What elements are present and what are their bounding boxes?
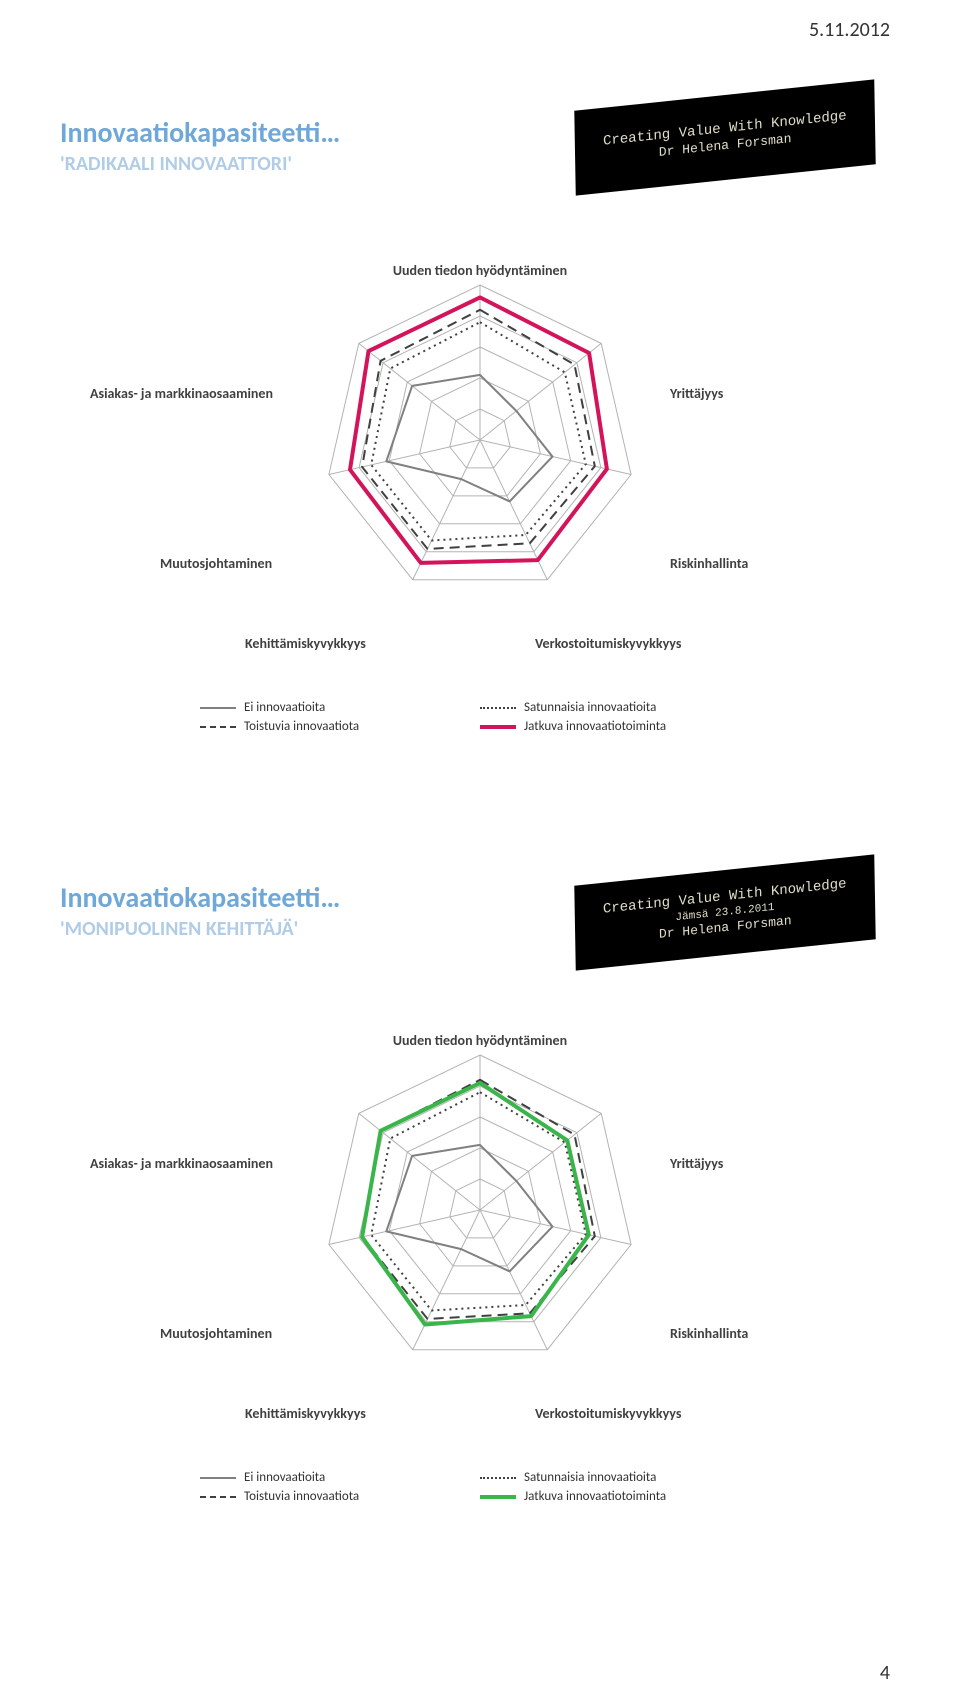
legend-item: Ei innovaatioita	[200, 700, 480, 715]
axis-label: Riskinhallinta	[670, 555, 748, 572]
page-date: 5.11.2012	[809, 18, 890, 42]
legend-swatch	[480, 707, 516, 709]
legend-swatch	[480, 1477, 516, 1479]
legend-label: Ei innovaatioita	[244, 700, 325, 715]
legend-label: Satunnaisia innovaatioita	[524, 1470, 656, 1485]
legend-item: Ei innovaatioita	[200, 1470, 480, 1485]
legend-item: Satunnaisia innovaatioita	[480, 1470, 760, 1485]
legend-swatch	[200, 726, 236, 728]
legend-label: Toistuvia innovaatiota	[244, 1489, 359, 1504]
badge-1: Creating Value With Knowledge Dr Helena …	[574, 79, 875, 195]
chart2-title-block: Innovaatiokapasiteetti… 'MONIPUOLINEN KE…	[60, 880, 340, 941]
legend-item: Toistuvia innovaatiota	[200, 719, 480, 734]
legend-label: Jatkuva innovaatiotoiminta	[524, 719, 666, 734]
axis-label: Uuden tiedon hyödyntäminen	[393, 1032, 567, 1049]
legend-item: Satunnaisia innovaatioita	[480, 700, 760, 715]
chart2-title: Innovaatiokapasiteetti…	[60, 880, 340, 915]
axis-label: Muutosjohtaminen	[160, 1325, 272, 1342]
legend-swatch	[200, 1496, 236, 1498]
legend-label: Jatkuva innovaatiotoiminta	[524, 1489, 666, 1504]
legend-item: Toistuvia innovaatiota	[200, 1489, 480, 1504]
axis-label: Verkostoitumiskyvykkyys	[535, 1405, 681, 1422]
axis-label: Muutosjohtaminen	[160, 555, 272, 572]
axis-label: Kehittämiskyvykkyys	[245, 635, 366, 652]
legend-label: Toistuvia innovaatiota	[244, 719, 359, 734]
axis-label: Uuden tiedon hyödyntäminen	[393, 262, 567, 279]
axis-label: Yrittäjyys	[670, 385, 723, 402]
axis-label: Asiakas- ja markkinaosaaminen	[90, 1155, 273, 1172]
radar-chart-1	[185, 230, 775, 650]
chart1-legend: Ei innovaatioita Satunnaisia innovaatioit…	[200, 700, 760, 738]
legend-swatch	[200, 1477, 236, 1479]
axis-label: Verkostoitumiskyvykkyys	[535, 635, 681, 652]
chart2-subtitle: 'MONIPUOLINEN KEHITTÄJÄ'	[60, 917, 340, 941]
chart2-wrap: Uuden tiedon hyödyntäminen Yrittäjyys Risk…	[185, 1000, 775, 1425]
legend-item: Jatkuva innovaatiotoiminta	[480, 1489, 760, 1504]
axis-label: Riskinhallinta	[670, 1325, 748, 1342]
axis-label: Yrittäjyys	[670, 1155, 723, 1172]
chart1-subtitle: 'RADIKAALI INNOVAATTORI'	[60, 152, 340, 176]
badge-2: Creating Value With Knowledge Jämsä 23.8…	[574, 854, 875, 970]
legend-swatch	[200, 707, 236, 709]
chart1-title: Innovaatiokapasiteetti…	[60, 115, 340, 150]
chart1-wrap: Uuden tiedon hyödyntäminen Yrittäjyys Risk…	[185, 230, 775, 655]
page-number: 4	[880, 1661, 890, 1685]
axis-label: Asiakas- ja markkinaosaaminen	[90, 385, 273, 402]
legend-swatch	[480, 1495, 516, 1499]
legend-swatch	[480, 725, 516, 729]
legend-label: Ei innovaatioita	[244, 1470, 325, 1485]
radar-chart-2	[185, 1000, 775, 1420]
chart2-legend: Ei innovaatioita Satunnaisia innovaatioit…	[200, 1470, 760, 1508]
legend-label: Satunnaisia innovaatioita	[524, 700, 656, 715]
chart1-title-block: Innovaatiokapasiteetti… 'RADIKAALI INNOV…	[60, 115, 340, 176]
legend-item: Jatkuva innovaatiotoiminta	[480, 719, 760, 734]
axis-label: Kehittämiskyvykkyys	[245, 1405, 366, 1422]
